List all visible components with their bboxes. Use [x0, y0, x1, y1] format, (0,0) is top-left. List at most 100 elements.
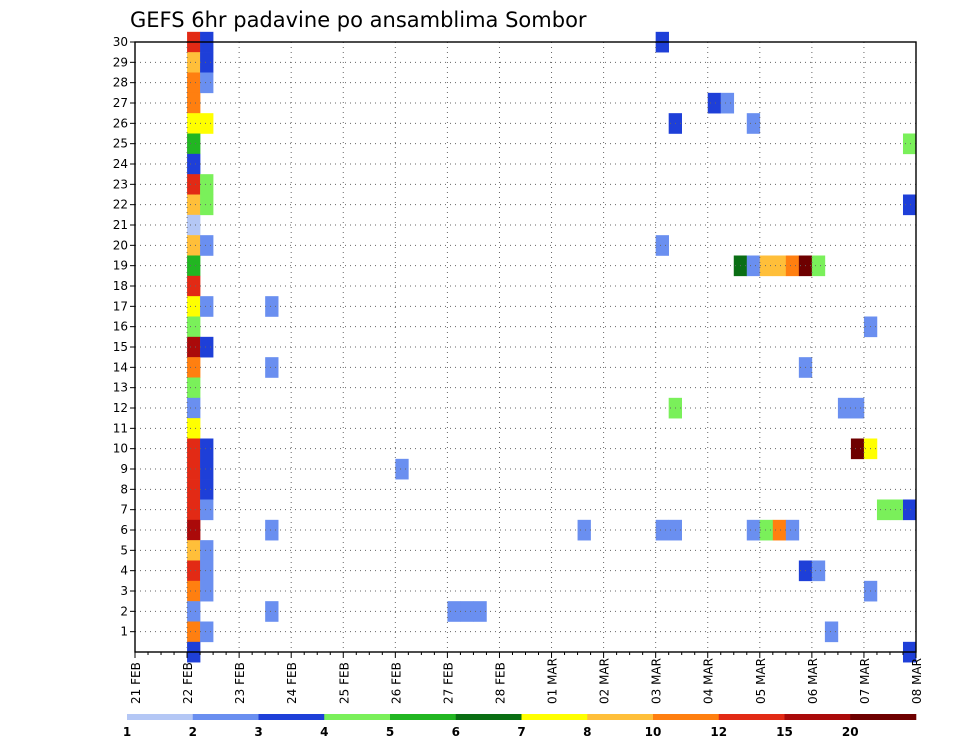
heatmap-cell — [746, 255, 761, 277]
heatmap-cell — [187, 458, 201, 480]
colorbar-swatch — [324, 714, 391, 720]
colorbar-swatch — [192, 714, 259, 720]
y-tick-label: 19 — [113, 259, 128, 273]
heatmap-cell — [200, 52, 214, 73]
heatmap-cell — [187, 174, 201, 195]
heatmap-cell — [187, 72, 201, 94]
heatmap-cell — [759, 255, 774, 277]
heatmap-cell — [187, 336, 201, 358]
y-tick-label: 14 — [113, 360, 128, 374]
colorbar: 1 2 3 4 5 6 7 8 10 12 15 20 — [123, 714, 917, 739]
heatmap-cell — [265, 601, 279, 622]
colorbar-label: 15 — [776, 725, 793, 739]
colorbar-swatch — [521, 714, 588, 720]
y-tick-label: 2 — [120, 604, 128, 618]
heatmap-cell — [200, 194, 214, 216]
heatmap-cell — [577, 519, 591, 541]
heatmap-cell — [200, 296, 214, 317]
colorbar-swatch — [653, 714, 720, 720]
colorbar-label: 7 — [517, 725, 525, 739]
heatmap-cell — [200, 438, 214, 460]
heatmap-cell — [200, 113, 214, 134]
heatmap-cell — [811, 255, 826, 277]
colorbar-label: 1 — [123, 725, 131, 739]
x-tick-label: 03 MAR — [650, 658, 664, 704]
y-tick-label: 22 — [113, 198, 128, 212]
heatmap-cell — [460, 601, 474, 622]
heatmap-cell — [785, 255, 800, 277]
x-tick-label: 08 MAR — [910, 658, 924, 704]
y-tick-label: 27 — [113, 96, 128, 110]
y-tick-label: 11 — [113, 421, 128, 435]
heatmap-cell — [187, 499, 201, 521]
y-tick-label: 12 — [113, 401, 128, 415]
heatmap-cell — [187, 479, 201, 500]
heatmap-cell — [850, 397, 865, 419]
heatmap-cell — [200, 580, 214, 602]
heatmap-cell — [265, 519, 279, 541]
heatmap-cell — [187, 214, 201, 236]
heatmap-cell — [837, 397, 852, 419]
heatmap-cell — [187, 92, 201, 114]
y-tick-label: 10 — [113, 442, 128, 456]
heatmap-cell — [759, 519, 774, 541]
colorbar-label: 12 — [710, 725, 727, 739]
colorbar-swatch — [455, 714, 522, 720]
y-tick-label: 13 — [113, 381, 128, 395]
heatmap-cell — [187, 418, 201, 439]
y-tick-label: 25 — [113, 137, 128, 151]
heatmap-cell — [200, 560, 214, 582]
heatmap-cell — [746, 519, 761, 541]
heatmap-cell — [200, 72, 214, 94]
heatmap-cell — [902, 133, 917, 155]
heatmap-cell — [200, 174, 214, 195]
y-tick-label: 26 — [113, 116, 128, 130]
colorbar-label: 5 — [386, 725, 394, 739]
grid-lines — [135, 41, 916, 652]
heatmap-cell — [187, 133, 201, 155]
y-tick-label: 9 — [120, 462, 128, 476]
colorbar-swatch — [784, 714, 851, 720]
y-tick-label: 15 — [113, 340, 128, 354]
y-tick-label: 8 — [120, 482, 128, 496]
y-tick-label: 21 — [113, 218, 128, 232]
y-tick-label: 17 — [113, 299, 128, 313]
colorbar-swatch — [390, 714, 457, 720]
x-tick-label: 01 MAR — [546, 658, 560, 704]
colorbar-swatch — [127, 714, 194, 720]
colorbar-swatch — [850, 714, 917, 720]
heatmap-cell — [187, 194, 201, 216]
x-tick-label: 24 FEB — [285, 662, 299, 704]
heatmap-cell — [187, 275, 201, 297]
colorbar-label: 20 — [842, 725, 859, 739]
x-tick-label: 21 FEB — [129, 662, 143, 704]
heatmap-cell — [200, 336, 214, 358]
colorbar-label: 3 — [254, 725, 262, 739]
y-tick-label: 28 — [113, 76, 128, 90]
heatmap-cell — [187, 621, 201, 643]
y-tick-label: 18 — [113, 279, 128, 293]
heatmap-cell — [785, 519, 800, 541]
colorbar-label: 8 — [583, 725, 591, 739]
x-tick-label: 06 MAR — [806, 658, 820, 704]
heatmap-cell — [200, 235, 214, 256]
heatmap-cell — [187, 377, 201, 399]
x-tick-label: 02 MAR — [598, 658, 612, 704]
x-tick-label: 28 FEB — [493, 662, 507, 704]
heatmap-cell — [876, 499, 891, 521]
colorbar-swatch — [587, 714, 654, 720]
heatmap-cell — [824, 621, 839, 643]
x-axis-ticks: 21 FEB 22 FEB 23 FEB 24 FEB 25 FEB 26 FEB 27 F… — [129, 652, 924, 704]
heatmap-cells — [187, 31, 917, 663]
x-tick-label: 04 MAR — [702, 658, 716, 704]
heatmap-cell — [200, 479, 214, 500]
y-tick-label: 1 — [120, 625, 128, 639]
heatmap-cell — [902, 194, 917, 216]
colorbar-label: 6 — [452, 725, 460, 739]
heatmap-cell — [772, 255, 787, 277]
heatmap-cell — [187, 580, 201, 602]
heatmap-cell — [447, 601, 461, 622]
heatmap-cell — [720, 92, 735, 114]
heatmap-cell — [187, 519, 201, 541]
y-tick-label: 16 — [113, 320, 128, 334]
